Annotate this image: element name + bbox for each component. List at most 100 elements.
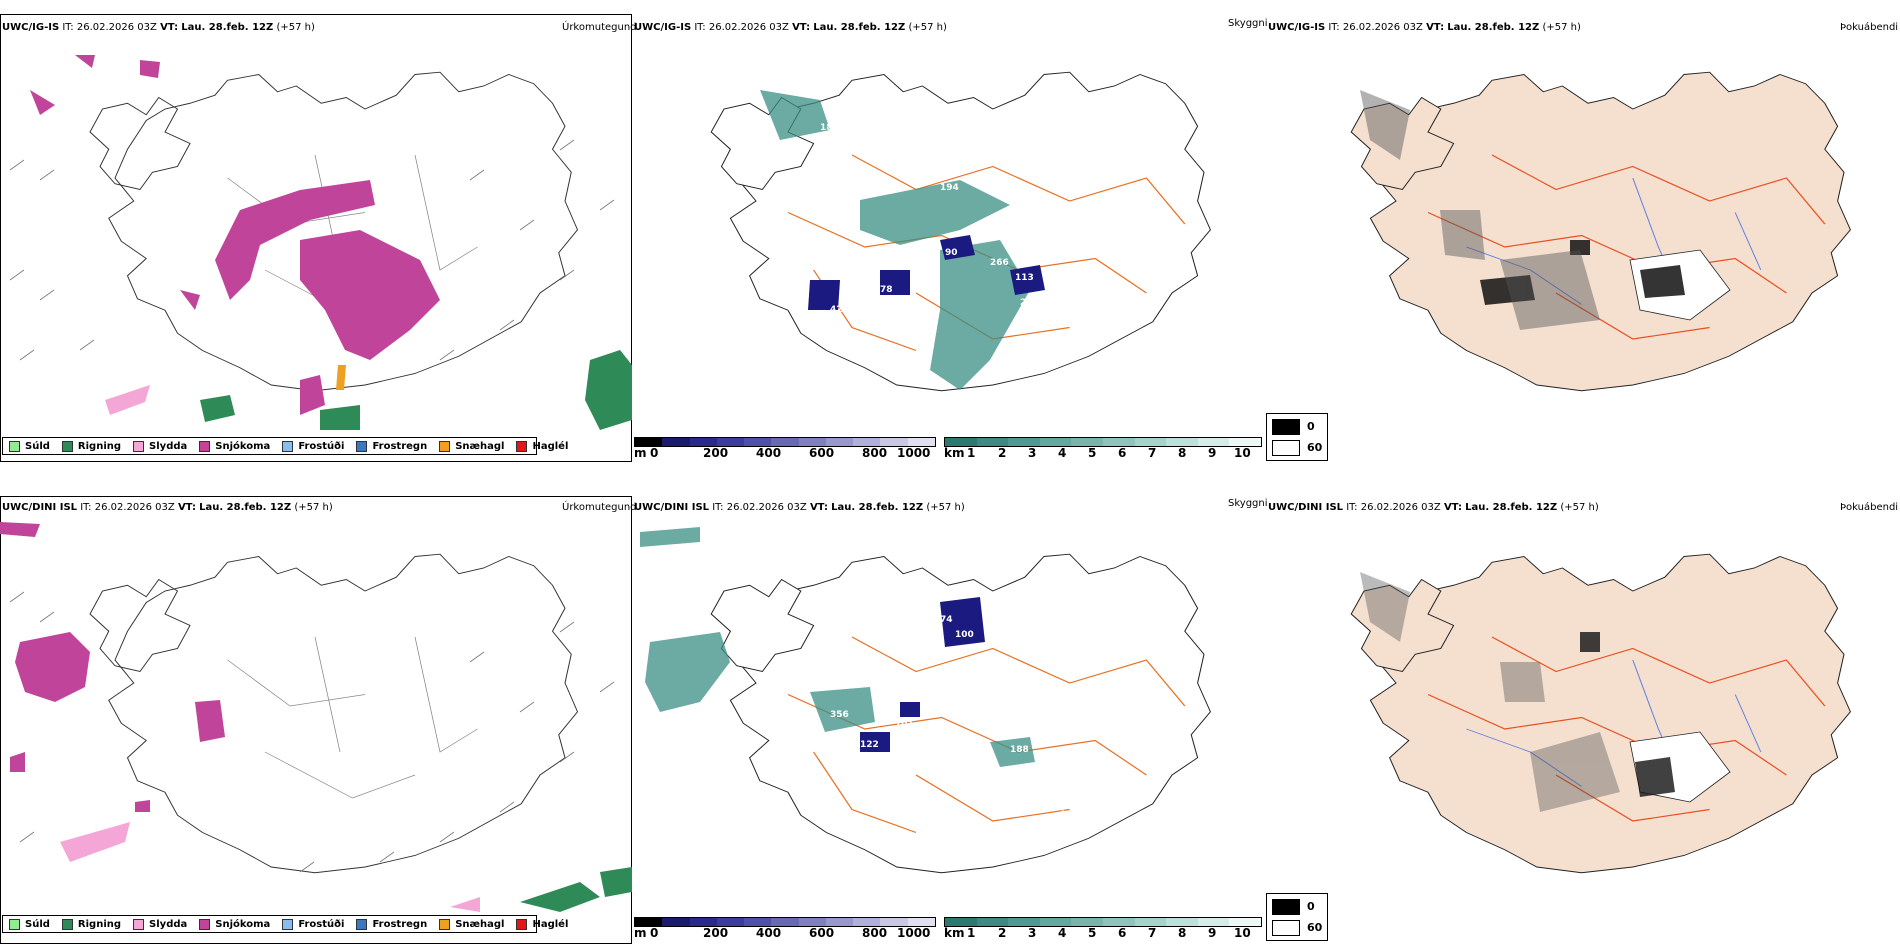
snow-label: 108 bbox=[805, 313, 824, 323]
snow-label: 144 bbox=[915, 750, 934, 760]
snow-tick: 200 bbox=[703, 446, 729, 460]
snow-tick: 600 bbox=[809, 926, 835, 940]
legend-item: Haglél bbox=[516, 918, 568, 930]
snow-label: 74 bbox=[940, 615, 953, 625]
snow-label: 78 bbox=[880, 285, 893, 295]
snow-label: 99 bbox=[785, 348, 798, 358]
cloud-tick: 4 bbox=[1058, 926, 1067, 940]
snow-label: 254 bbox=[1020, 298, 1039, 308]
snow-label: 149 bbox=[710, 720, 729, 730]
cloud-tick: 8 bbox=[1178, 926, 1187, 940]
cloud-tick: 6 bbox=[1118, 926, 1127, 940]
legend-item: Slydda bbox=[133, 440, 187, 452]
snow-tick: 0 bbox=[650, 446, 659, 460]
snow-label: 151 bbox=[1060, 333, 1079, 343]
cloud-colorbar-row1 bbox=[944, 437, 1262, 447]
snow-depth-labels: 119 120 188 236 69 194 85 220 240 90 266… bbox=[775, 85, 1249, 411]
snow-label: 250 bbox=[760, 535, 779, 545]
snow-tick: 200 bbox=[703, 926, 729, 940]
snow-label: 90 bbox=[945, 248, 958, 258]
legend-item: Snjókoma bbox=[199, 918, 270, 930]
snow-label: 120 bbox=[800, 85, 819, 95]
precip-panel-title: Úrkomutegund bbox=[562, 502, 637, 513]
panel-header: UWC/DINI ISL IT: 26.02.2026 03Z VT: Lau.… bbox=[1268, 502, 1599, 513]
cloud-tick: 3 bbox=[1028, 446, 1037, 460]
snow-label: 122 bbox=[860, 740, 879, 750]
precip-map-row2 bbox=[0, 522, 632, 912]
snow-tick: 1000 bbox=[897, 926, 931, 940]
cloud-tick: 5 bbox=[1088, 926, 1097, 940]
fog-panel-title: Þokuábendi bbox=[1840, 22, 1899, 33]
precip-legend-row1: Súld Rigning Slydda Snjókoma Frostúði Fr… bbox=[2, 437, 568, 455]
panel-header: UWC/IG-IS IT: 26.02.2026 03Z VT: Lau. 28… bbox=[2, 22, 315, 33]
snow-unit: m bbox=[634, 926, 647, 940]
legend-item: Frostúði bbox=[282, 440, 344, 452]
snow-label: 85 bbox=[780, 283, 793, 293]
snow-label: 207 bbox=[1060, 293, 1079, 303]
legend-item: Slydda bbox=[133, 918, 187, 930]
snow-label: 236 bbox=[785, 148, 804, 158]
legend-item: Súld bbox=[9, 918, 50, 930]
snow-label: 101 bbox=[895, 720, 914, 730]
snow-cloud-map-row1: 119 120 188 236 69 194 85 220 240 90 266… bbox=[710, 71, 1249, 411]
snow-tick: 800 bbox=[862, 926, 888, 940]
snow-label: 188 bbox=[1010, 745, 1029, 755]
legend-item: Frostregn bbox=[356, 440, 427, 452]
precip-panel-row1 bbox=[0, 14, 632, 462]
precip-panel-title: Úrkomutegund bbox=[562, 22, 637, 33]
snow-label: 428 bbox=[830, 305, 849, 315]
panel-header: UWC/DINI ISL IT: 26.02.2026 03Z VT: Lau.… bbox=[634, 502, 965, 513]
legend-item: Snæhagl bbox=[439, 918, 504, 930]
legend-item: Frostúði bbox=[282, 918, 344, 930]
cloud-tick: 9 bbox=[1208, 446, 1217, 460]
snow-tick: 400 bbox=[756, 926, 782, 940]
cloud-tick: 7 bbox=[1148, 926, 1157, 940]
snow-label: 266 bbox=[990, 258, 1009, 268]
snow-depth-labels: 250 74 100 356 213 149 101 144 188 122 2… bbox=[710, 535, 1079, 820]
cloud-tick: 1 bbox=[967, 926, 976, 940]
snow-label: 213 bbox=[990, 705, 1009, 715]
snow-label: 356 bbox=[830, 710, 849, 720]
snow-tick: 800 bbox=[862, 446, 888, 460]
cloud-tick: 8 bbox=[1178, 446, 1187, 460]
legend-item: Haglél bbox=[516, 440, 568, 452]
snow-label: 28 bbox=[1000, 773, 1013, 783]
snow-tick: 400 bbox=[756, 446, 782, 460]
snow-label: 849 bbox=[1230, 401, 1249, 411]
snow-cloud-map-row2: 250 74 100 356 213 149 101 144 188 122 2… bbox=[640, 527, 1212, 874]
legend-item: Frostregn bbox=[356, 918, 427, 930]
snow-label: 240 bbox=[915, 263, 934, 273]
snow-label: 119 bbox=[775, 85, 794, 95]
cloud-panel-title: Skyggni bbox=[1228, 498, 1268, 509]
snow-tick: 1000 bbox=[897, 446, 931, 460]
cloud-tick: 3 bbox=[1028, 926, 1037, 940]
fog-map-row2 bbox=[1350, 553, 1852, 874]
snow-label: 188 bbox=[820, 123, 839, 133]
panel-header: UWC/DINI ISL IT: 26.02.2026 03Z VT: Lau.… bbox=[2, 502, 333, 513]
fog-legend-row1: 0 60 bbox=[1266, 413, 1328, 461]
snow-label: 576 bbox=[935, 393, 954, 403]
panel-header: UWC/IG-IS IT: 26.02.2026 03Z VT: Lau. 28… bbox=[1268, 22, 1581, 33]
cloud-unit: km bbox=[944, 926, 965, 940]
cloud-tick: 5 bbox=[1088, 446, 1097, 460]
legend-item: Snjókoma bbox=[199, 440, 270, 452]
snow-tick: 0 bbox=[650, 926, 659, 940]
cloud-unit: km bbox=[944, 446, 965, 460]
snow-label: 100 bbox=[1060, 810, 1079, 820]
cloud-tick: 6 bbox=[1118, 446, 1127, 460]
snow-label: 113 bbox=[1015, 273, 1034, 283]
cloud-tick: 2 bbox=[998, 446, 1007, 460]
cloud-panel-title: Skyggni bbox=[1228, 18, 1268, 29]
fog-legend-row2: 0 60 bbox=[1266, 893, 1328, 941]
snow-label: 26 bbox=[820, 328, 833, 338]
legend-item: Snæhagl bbox=[439, 440, 504, 452]
precip-map-row1 bbox=[9, 55, 632, 430]
snow-label: 125 bbox=[845, 278, 864, 288]
cloud-tick: 10 bbox=[1234, 446, 1251, 460]
snow-colorbar-row2 bbox=[634, 917, 936, 927]
cloud-tick: 1 bbox=[967, 446, 976, 460]
cloud-tick: 7 bbox=[1148, 446, 1157, 460]
cloud-tick: 4 bbox=[1058, 446, 1067, 460]
cloud-tick: 9 bbox=[1208, 926, 1217, 940]
legend-item: Rigning bbox=[61, 440, 121, 452]
